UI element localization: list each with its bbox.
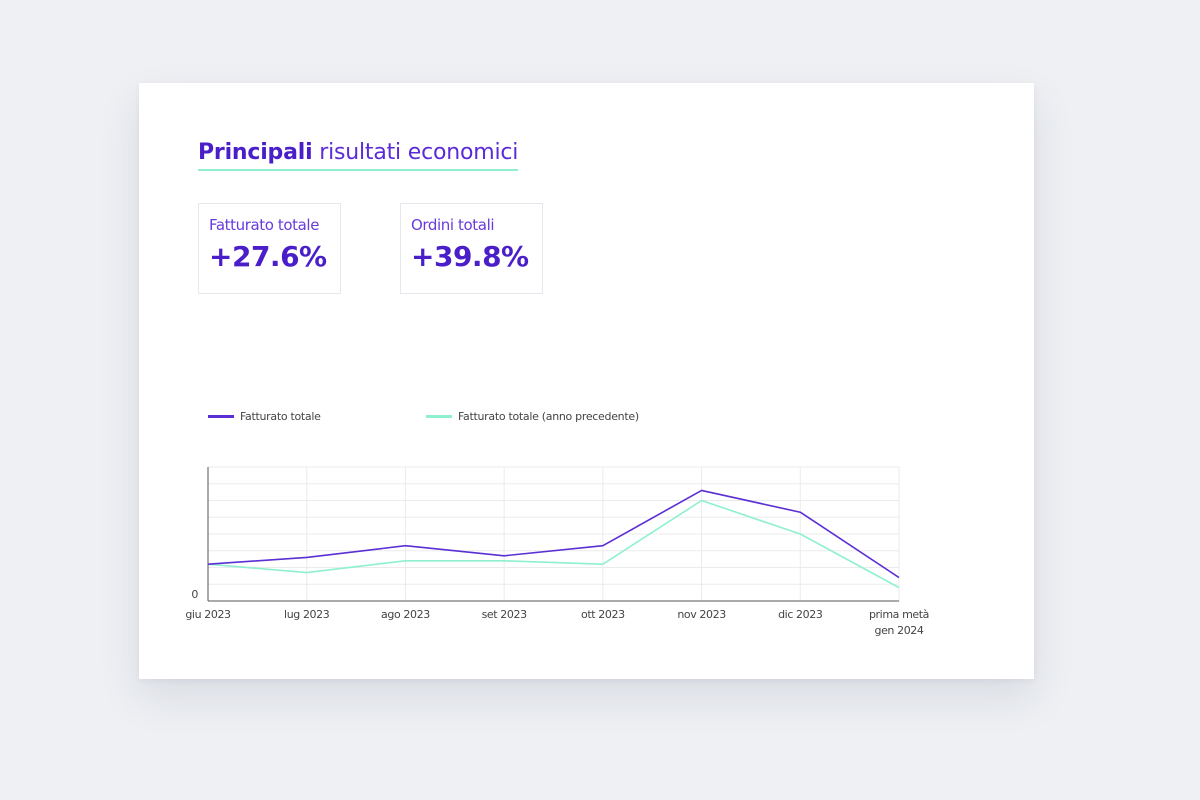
x-tick-label: ott 2023: [581, 608, 625, 621]
y-tick-label: 0: [191, 588, 198, 601]
legend-item-previous: Fatturato totale (anno precedente): [426, 410, 639, 423]
x-tick-label: prima metà gen 2024: [869, 608, 929, 637]
kpi-value: +27.6%: [209, 240, 327, 273]
legend-swatch-previous: [426, 414, 452, 418]
page-title-bold: Principali: [198, 140, 313, 165]
legend-swatch-current: [208, 414, 234, 418]
x-tick-label: nov 2023: [677, 608, 726, 621]
line-chart: 0 giu 2023 lug 2023 ago 2023 set 2023 ott 202…: [185, 466, 929, 637]
x-tick-label-line: gen 2024: [874, 624, 923, 637]
x-tick-label: ago 2023: [381, 608, 430, 621]
kpi-card-revenue: Fatturato totale +27.6%: [198, 203, 341, 294]
x-tick-label-line: giu 2023: [185, 608, 231, 621]
legend-label: Fatturato totale (anno precedente): [458, 410, 639, 423]
kpi-card-orders: Ordini totali +39.8%: [400, 203, 543, 294]
dashboard-card: Principali risultati economici Fatturato…: [139, 83, 1034, 679]
legend-label: Fatturato totale: [240, 410, 321, 423]
x-tick-label-line: dic 2023: [778, 608, 823, 621]
x-tick-label-line: nov 2023: [677, 608, 726, 621]
page-title-rest: risultati economici: [319, 140, 519, 165]
kpi-label: Ordini totali: [411, 216, 495, 234]
x-tick-label-line: lug 2023: [284, 608, 330, 621]
legend-item-current: Fatturato totale: [208, 410, 321, 423]
x-tick-label-line: prima metà: [869, 608, 929, 621]
kpi-value: +39.8%: [411, 240, 529, 273]
series-line-current: [207, 489, 900, 579]
x-tick-label: lug 2023: [284, 608, 330, 621]
x-tick-label-line: ago 2023: [381, 608, 430, 621]
x-tick-label-line: set 2023: [482, 608, 528, 621]
x-tick-label: set 2023: [482, 608, 528, 621]
series-line-previous: [207, 499, 900, 589]
x-tick-label-line: ott 2023: [581, 608, 625, 621]
kpi-label: Fatturato totale: [209, 216, 320, 234]
x-tick-label: dic 2023: [778, 608, 823, 621]
page-title: Principali risultati economici: [198, 140, 518, 171]
x-tick-label: giu 2023: [185, 608, 231, 621]
